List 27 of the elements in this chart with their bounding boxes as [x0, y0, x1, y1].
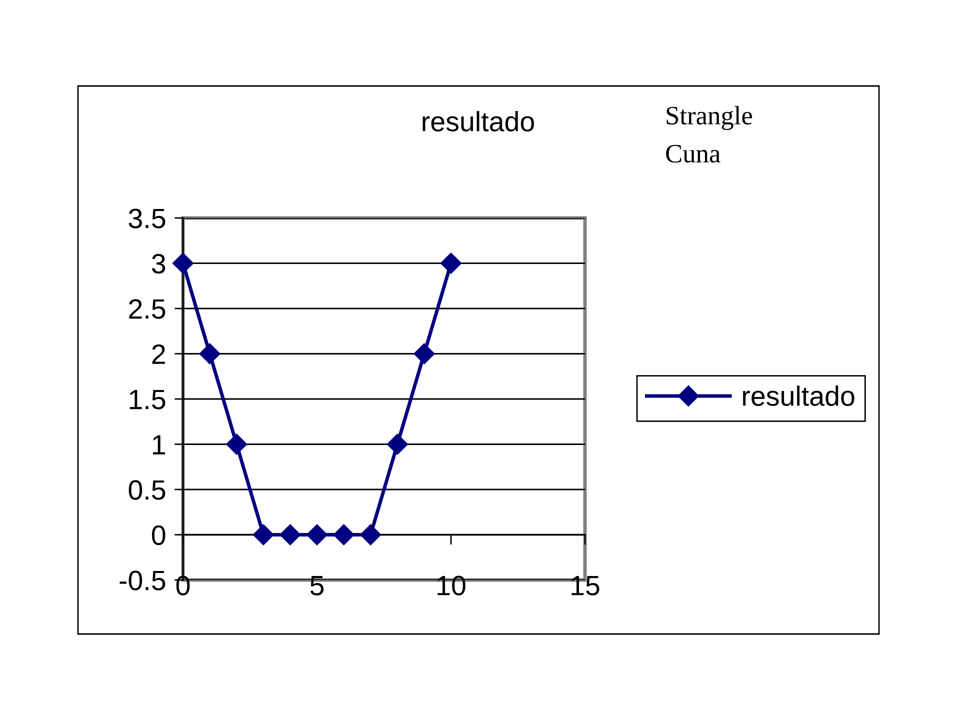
x-tick-label: 15 — [572, 576, 600, 596]
point — [414, 343, 435, 364]
text: Cuna — [666, 144, 720, 163]
point — [440, 252, 462, 274]
y-tick-label: 1 — [153, 435, 165, 454]
point — [172, 252, 194, 274]
y-tick-label: -0.5 — [120, 570, 166, 590]
x-tick-label: 5 — [310, 576, 324, 596]
point — [199, 343, 220, 364]
point — [306, 524, 328, 546]
text: Strangle — [666, 106, 752, 130]
y-tick-label: 3 — [152, 254, 166, 274]
point — [226, 434, 248, 455]
point — [280, 524, 301, 546]
chart-title: resultado — [422, 111, 534, 132]
legend-label: resultado — [743, 386, 854, 406]
point — [386, 434, 408, 455]
y-tick-label: 0 — [152, 525, 166, 546]
y-tick-label: 3.5 — [128, 208, 166, 228]
point — [333, 524, 354, 546]
y-tick-label: 1.5 — [130, 390, 166, 410]
y-tick-label: 2.5 — [129, 299, 166, 319]
point — [360, 524, 382, 546]
point — [252, 524, 274, 546]
x-tick-label: 10 — [438, 576, 466, 596]
y-tick-label: 2 — [152, 344, 165, 364]
y-tick-label: 0.5 — [128, 480, 166, 500]
